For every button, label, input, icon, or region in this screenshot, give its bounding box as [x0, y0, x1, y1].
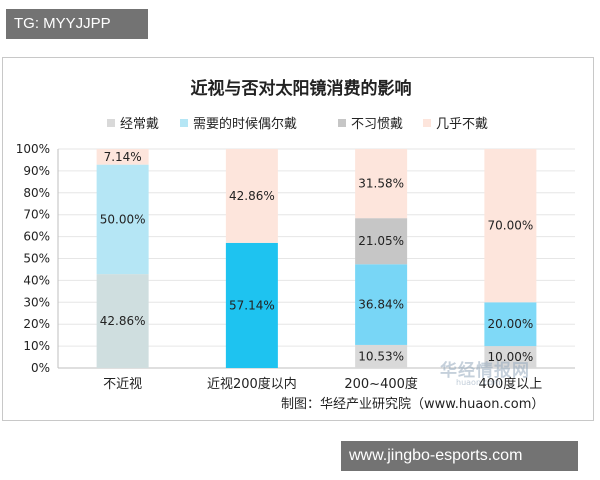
- bar-segment: [484, 346, 537, 368]
- chart-title: 近视与否对太阳镜消费的影响: [191, 78, 412, 99]
- x-tick-label: 近视200度以内: [207, 376, 297, 392]
- y-tick-label: 60%: [23, 230, 50, 244]
- y-tick-label: 90%: [23, 164, 50, 178]
- data-label: 21.05%: [358, 234, 404, 248]
- bar-segment: [96, 164, 149, 275]
- watermark: 华经情报网: [440, 361, 530, 381]
- bar-segment: [484, 302, 537, 347]
- bar-segment: [355, 149, 408, 219]
- chart-frame: 近视与否对太阳镜消费的影响 经常戴 需要的时候偶尔戴 不习惯戴 几乎不戴 0% 10% 2…: [2, 57, 594, 421]
- y-tick-label: 20%: [23, 317, 50, 331]
- data-label: 70.00%: [487, 219, 533, 233]
- x-axis: 不近视 近视200度以内 200~400度 400度以上: [103, 376, 542, 392]
- watermark-sub: huaon.com: [456, 378, 501, 387]
- legend-swatch: [180, 119, 188, 127]
- stacked-bar-chart: 近视与否对太阳镜消费的影响 经常戴 需要的时候偶尔戴 不习惯戴 几乎不戴 0% 10% 2…: [16, 78, 575, 412]
- bar-segment: [355, 264, 408, 345]
- data-label: 50.00%: [100, 212, 146, 226]
- legend-label: 不习惯戴: [351, 116, 403, 132]
- data-label: 42.86%: [100, 314, 146, 328]
- bar-segment: [355, 344, 408, 368]
- y-tick-label: 100%: [16, 142, 50, 156]
- data-label: 7.14%: [104, 150, 142, 164]
- y-tick-label: 70%: [23, 208, 50, 222]
- legend-label: 几乎不戴: [436, 117, 488, 132]
- bar-segment: [484, 149, 537, 303]
- y-tick-label: 80%: [23, 186, 50, 200]
- x-tick-label: 不近视: [103, 377, 142, 392]
- y-tick-label: 10%: [23, 339, 50, 353]
- bar-segment: [225, 242, 278, 368]
- data-label: 10.53%: [358, 349, 404, 363]
- data-label: 42.86%: [229, 189, 275, 203]
- y-tick-label: 0%: [31, 361, 50, 375]
- legend-swatch: [338, 119, 346, 127]
- bar-segment: [225, 149, 278, 243]
- y-tick-label: 40%: [23, 273, 50, 287]
- legend-label: 需要的时候偶尔戴: [193, 116, 297, 132]
- data-label: 36.84%: [358, 298, 404, 312]
- y-tick-label: 50%: [23, 252, 50, 266]
- legend-swatch: [107, 119, 115, 127]
- bar-segment: [96, 274, 149, 368]
- legend: 经常戴 需要的时候偶尔戴 不习惯戴 几乎不戴: [107, 116, 488, 132]
- x-tick-label: 200~400度: [344, 376, 418, 392]
- legend-swatch: [423, 119, 431, 127]
- data-label: 20.00%: [487, 317, 533, 331]
- bar-segment: [355, 218, 408, 265]
- site-banner: www.jingbo-esports.com: [341, 441, 578, 471]
- data-label: 10.00%: [487, 350, 533, 364]
- tag-banner: TG: MYYJJPP: [6, 9, 148, 39]
- legend-label: 经常戴: [120, 117, 159, 132]
- y-tick-label: 30%: [23, 295, 50, 309]
- x-tick-label: 400度以上: [478, 376, 542, 392]
- chart-source: 制图：华经产业研究院（www.huaon.com）: [281, 397, 544, 412]
- bar-segment: [96, 149, 149, 165]
- bars: 42.86% 50.00% 7.14% 57.14% 42.86% 10.53% 36.84…: [96, 149, 537, 368]
- data-label: 31.58%: [358, 177, 404, 191]
- data-label: 57.14%: [229, 298, 275, 312]
